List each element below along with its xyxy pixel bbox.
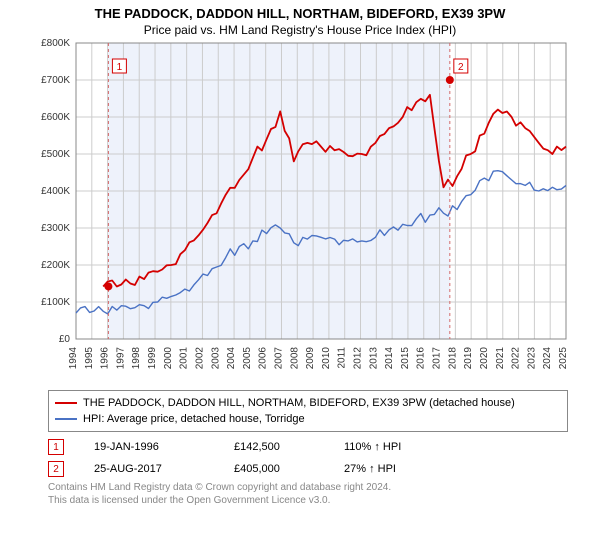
svg-text:2008: 2008 (289, 347, 300, 370)
svg-text:2015: 2015 (400, 347, 411, 370)
svg-text:£0: £0 (59, 334, 71, 345)
svg-text:2: 2 (458, 62, 464, 73)
sales-table: 1 19-JAN-1996 £142,500 110% ↑ HPI 2 25-A… (48, 436, 568, 480)
svg-text:1997: 1997 (115, 347, 126, 370)
line-chart-svg: £0 £100K £200K £300K £400K £500K £600K £700K £80… (30, 39, 570, 379)
svg-text:2023: 2023 (526, 347, 537, 370)
footer-line-1: Contains HM Land Registry data © Crown c… (48, 482, 568, 495)
svg-text:£300K: £300K (41, 223, 70, 234)
footer: Contains HM Land Registry data © Crown c… (48, 482, 568, 507)
svg-text:2020: 2020 (479, 347, 490, 370)
svg-text:£800K: £800K (41, 39, 70, 49)
svg-text:1995: 1995 (84, 347, 95, 370)
legend-row-property: THE PADDOCK, DADDON HILL, NORTHAM, BIDEF… (55, 395, 561, 411)
svg-text:£700K: £700K (41, 75, 70, 86)
sale-hpi-1: 110% ↑ HPI (344, 441, 444, 453)
svg-text:2018: 2018 (447, 347, 458, 370)
svg-text:£500K: £500K (41, 149, 70, 160)
legend-label-property: THE PADDOCK, DADDON HILL, NORTHAM, BIDEF… (83, 397, 515, 409)
svg-text:£600K: £600K (41, 112, 70, 123)
svg-text:2009: 2009 (305, 347, 316, 370)
svg-text:1999: 1999 (147, 347, 158, 370)
svg-text:1996: 1996 (100, 347, 111, 370)
svg-text:2010: 2010 (321, 347, 332, 370)
svg-text:2016: 2016 (416, 347, 427, 370)
svg-text:2005: 2005 (242, 347, 253, 370)
svg-text:1: 1 (117, 62, 123, 73)
sale-date-1: 19-JAN-1996 (94, 441, 204, 453)
sale-marker-1: 1 (48, 439, 64, 455)
sale-price-1: £142,500 (234, 441, 314, 453)
chart-title: THE PADDOCK, DADDON HILL, NORTHAM, BIDEF… (0, 0, 600, 21)
svg-text:2003: 2003 (210, 347, 221, 370)
legend: THE PADDOCK, DADDON HILL, NORTHAM, BIDEF… (48, 390, 568, 432)
svg-text:2007: 2007 (273, 347, 284, 370)
svg-text:2004: 2004 (226, 347, 237, 370)
sale-hpi-2: 27% ↑ HPI (344, 463, 444, 475)
svg-text:2011: 2011 (337, 347, 348, 369)
svg-text:2001: 2001 (179, 347, 190, 370)
svg-text:2024: 2024 (542, 347, 553, 370)
svg-text:2013: 2013 (368, 347, 379, 370)
svg-text:2019: 2019 (463, 347, 474, 370)
sale-date-2: 25-AUG-2017 (94, 463, 204, 475)
legend-swatch-property (55, 402, 77, 404)
svg-text:2022: 2022 (511, 347, 522, 370)
chart-subtitle: Price paid vs. HM Land Registry's House … (0, 21, 600, 39)
legend-row-hpi: HPI: Average price, detached house, Torr… (55, 411, 561, 427)
svg-text:2006: 2006 (258, 347, 269, 370)
svg-text:2017: 2017 (432, 347, 443, 370)
svg-text:£400K: £400K (41, 186, 70, 197)
svg-text:£200K: £200K (41, 260, 70, 271)
sale-marker-2: 2 (48, 461, 64, 477)
svg-text:2000: 2000 (163, 347, 174, 370)
svg-text:£100K: £100K (41, 297, 70, 308)
legend-label-hpi: HPI: Average price, detached house, Torr… (83, 413, 305, 425)
svg-text:2002: 2002 (194, 347, 205, 370)
svg-text:2025: 2025 (558, 347, 569, 370)
svg-text:2012: 2012 (353, 347, 364, 370)
sale-price-2: £405,000 (234, 463, 314, 475)
chart-container: THE PADDOCK, DADDON HILL, NORTHAM, BIDEF… (0, 0, 600, 560)
svg-text:1994: 1994 (68, 347, 79, 370)
chart-plot-area: £0 £100K £200K £300K £400K £500K £600K £700K £80… (30, 39, 570, 384)
sale-row-1: 1 19-JAN-1996 £142,500 110% ↑ HPI (48, 436, 568, 458)
svg-text:1998: 1998 (131, 347, 142, 370)
sale-row-2: 2 25-AUG-2017 £405,000 27% ↑ HPI (48, 458, 568, 480)
footer-line-2: This data is licensed under the Open Gov… (48, 495, 568, 508)
svg-text:2021: 2021 (495, 347, 506, 370)
legend-swatch-hpi (55, 418, 77, 420)
svg-text:2014: 2014 (384, 347, 395, 370)
